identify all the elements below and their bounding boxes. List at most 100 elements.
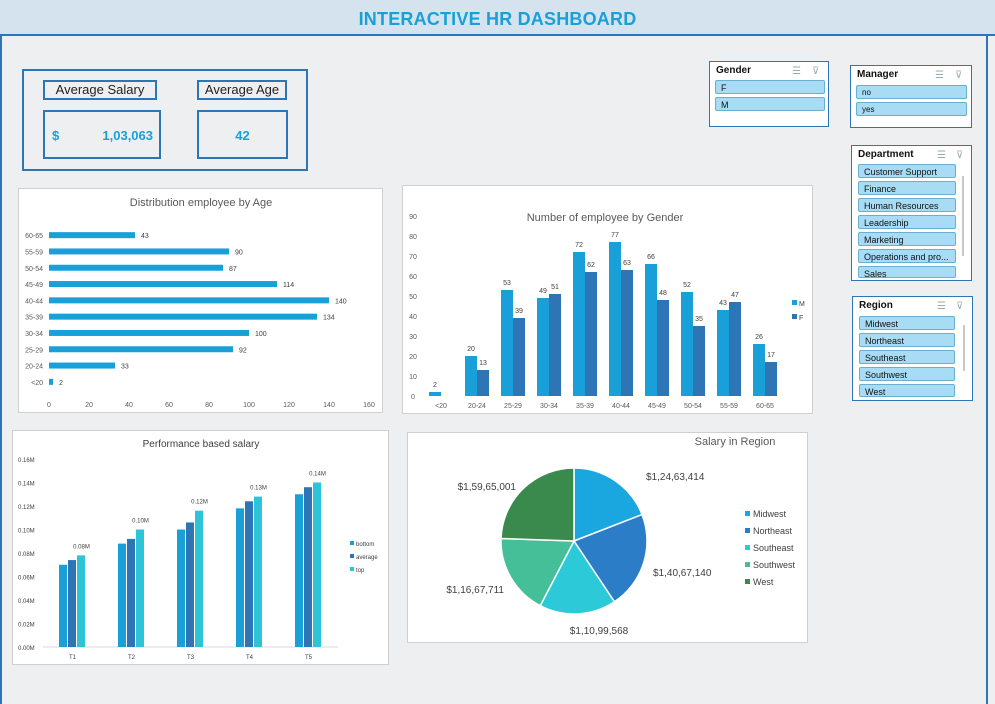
region-scrollbar[interactable] — [963, 325, 965, 371]
department-item[interactable]: Human Resources — [858, 198, 956, 212]
bar — [77, 555, 85, 647]
bar — [127, 538, 135, 647]
data-label: 0.10M — [132, 519, 149, 525]
y-tick-label: 0.04M — [18, 599, 35, 605]
bar — [254, 496, 262, 647]
gender-item-f[interactable]: F — [715, 80, 825, 94]
age-distribution-chart: Distribution employee by Age 0 20 40 60 80 10… — [25, 197, 375, 409]
y-tick-label: 25-29 — [25, 347, 43, 354]
data-label: 100 — [255, 331, 267, 338]
data-label: 13 — [479, 360, 487, 367]
clear-filter-icon[interactable]: ⊽ — [812, 66, 820, 77]
data-label: 62 — [587, 262, 595, 269]
y-tick-label: 45-49 — [25, 282, 43, 289]
region-item[interactable]: Midwest — [859, 316, 955, 330]
data-label: $1,10,99,568 — [570, 626, 629, 637]
department-item[interactable]: Leadership — [858, 215, 956, 229]
data-label: 2 — [59, 380, 63, 387]
y-tick-label: 40-44 — [25, 298, 43, 305]
bar — [313, 482, 321, 647]
multi-select-icon[interactable]: ☰ — [792, 66, 801, 77]
bar — [49, 297, 329, 304]
bar — [295, 494, 303, 647]
data-label: 51 — [551, 284, 559, 291]
age-distribution-chart-card: Distribution employee by Age 0 20 40 60 80 10… — [18, 188, 383, 413]
x-tick-label: 45-49 — [648, 403, 666, 410]
department-item[interactable]: Customer Support — [858, 164, 956, 178]
y-tick-label: 0.16M — [18, 458, 35, 464]
x-tick-label: 30-34 — [540, 403, 558, 410]
bar — [537, 298, 549, 396]
frame-right — [986, 36, 988, 704]
pie-slice — [500, 537, 576, 607]
data-label: 43 — [719, 300, 727, 307]
x-tick-label: 35-39 — [576, 403, 594, 410]
x-tick-label: T5 — [305, 655, 313, 661]
avg-salary-value: 1,03,063 — [102, 128, 153, 143]
frame-left — [0, 36, 2, 704]
data-label: 87 — [229, 266, 237, 273]
y-tick-label: 20-24 — [25, 364, 43, 371]
avg-age-label: Average Age — [204, 82, 280, 97]
x-tick-label: T3 — [187, 655, 195, 661]
chart-title: Number of employee by Gender — [527, 212, 684, 224]
bar — [186, 522, 194, 647]
title-bar: INTERACTIVE HR DASHBOARD — [0, 0, 995, 36]
data-label: 92 — [239, 347, 247, 354]
data-label: 2 — [433, 382, 437, 389]
clear-filter-icon[interactable]: ⊽ — [955, 70, 963, 81]
data-label: 33 — [121, 364, 129, 371]
department-scrollbar[interactable] — [962, 176, 964, 256]
legend-swatch — [745, 579, 750, 584]
y-tick-label: 40 — [409, 314, 417, 321]
legend-label: top — [356, 568, 365, 574]
multi-select-icon[interactable]: ☰ — [937, 301, 946, 312]
manager-item-yes[interactable]: yes — [856, 102, 967, 116]
data-label: 0.12M — [191, 500, 208, 506]
x-tick-label: 40-44 — [612, 403, 630, 410]
gender-chart-card: Number of employee by Gender 0 10 20 30 40 50… — [402, 185, 813, 414]
department-item[interactable]: Sales — [858, 266, 956, 278]
y-tick-label: 0.10M — [18, 529, 35, 535]
data-label: 26 — [755, 334, 763, 341]
x-tick-label: T1 — [69, 655, 77, 661]
pie-slice — [573, 467, 644, 543]
x-tick-label: 80 — [205, 402, 213, 409]
legend-label: bottom — [356, 542, 374, 548]
pie-slice — [572, 513, 648, 603]
x-tick-label: 60 — [165, 402, 173, 409]
bar — [49, 329, 249, 336]
region-item[interactable]: West — [859, 384, 955, 397]
department-item[interactable]: Finance — [858, 181, 956, 195]
manager-item-no[interactable]: no — [856, 85, 967, 99]
clear-filter-icon[interactable]: ⊽ — [956, 150, 964, 161]
gender-item-m[interactable]: M — [715, 97, 825, 111]
x-tick-label: 160 — [363, 402, 375, 409]
y-tick-label: 30-34 — [25, 331, 43, 338]
y-tick-label: 60-65 — [25, 233, 43, 240]
x-tick-label: T4 — [246, 655, 254, 661]
department-item[interactable]: Marketing — [858, 232, 956, 246]
pie-slice — [500, 467, 575, 542]
multi-select-icon[interactable]: ☰ — [937, 150, 946, 161]
data-label: 43 — [141, 233, 149, 240]
manager-slicer: Manager ☰ ⊽ no yes — [850, 65, 972, 128]
x-tick-label: 120 — [283, 402, 295, 409]
legend-swatch — [745, 545, 750, 550]
region-item[interactable]: Southeast — [859, 350, 955, 364]
region-item[interactable]: Northeast — [859, 333, 955, 347]
legend-label: Midwest — [753, 509, 787, 519]
region-item[interactable]: Southwest — [859, 367, 955, 381]
region-salary-chart-card: Salary in Region $1,24,63,414 $1,40,67,14… — [407, 432, 808, 643]
y-tick-label: 80 — [409, 234, 417, 241]
multi-select-icon[interactable]: ☰ — [935, 70, 944, 81]
clear-filter-icon[interactable]: ⊽ — [956, 301, 964, 312]
gender-slicer-title: Gender — [716, 65, 752, 76]
department-item[interactable]: Operations and pro... — [858, 249, 956, 263]
legend-swatch — [745, 562, 750, 567]
legend-label: M — [799, 301, 805, 308]
y-tick-label: 0.12M — [18, 505, 35, 511]
department-slicer: Department ☰ ⊽ Customer Support Finance … — [851, 145, 972, 281]
data-label: 35 — [695, 316, 703, 323]
y-tick-label: 30 — [409, 334, 417, 341]
